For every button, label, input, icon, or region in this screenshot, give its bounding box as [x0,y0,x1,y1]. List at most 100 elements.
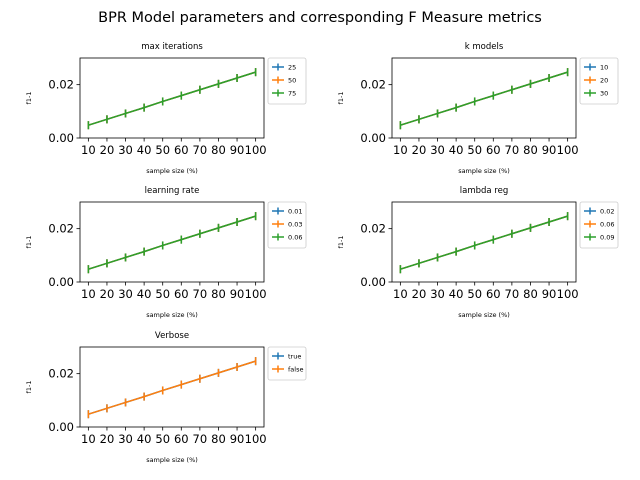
x-axis-label: sample size (%) [458,311,510,319]
plot-frame [391,201,577,283]
legend-label: 50 [288,77,296,85]
x-tick-label: 10 [81,432,96,446]
x-tick-label: 30 [118,143,133,157]
x-tick-label: 40 [137,143,152,157]
x-axis-label: sample size (%) [146,167,198,175]
x-tick-label: 90 [230,432,245,446]
x-axis-label: sample size (%) [146,311,198,319]
legend: true false [267,346,307,381]
legend: 0.02 0.06 0.09 [579,201,619,249]
series-line [88,360,256,415]
x-tick-label: 60 [174,287,189,301]
x-tick-label: 70 [193,432,208,446]
y-tick-label: 0.00 [48,275,74,289]
x-tick-label: 10 [81,287,96,301]
x-tick-label: 80 [211,143,226,157]
x-tick-label: 100 [245,432,267,446]
series-line [88,215,256,270]
subplot-4: lambda reg 10 20 30 40 50 60 70 80 90 100 0.00 0.02 s… [337,186,619,319]
plot-frame [79,201,265,283]
x-tick-label: 60 [486,143,501,157]
x-tick-label: 50 [467,287,482,301]
x-tick-label: 70 [193,143,208,157]
legend-label: 0.02 [600,208,614,216]
x-tick-label: 80 [211,432,226,446]
x-tick-label: 50 [467,143,482,157]
x-tick-label: 20 [100,143,115,157]
legend-label: false [288,366,303,374]
y-tick-label: 0.00 [48,131,74,145]
y-tick-label: 0.00 [360,275,386,289]
legend-label: 75 [288,90,296,98]
x-tick-label: 10 [393,143,408,157]
legend-label: 25 [288,64,296,72]
x-tick-label: 90 [230,287,245,301]
x-tick-label: 40 [137,287,152,301]
legend-label: 0.06 [600,221,614,229]
y-tick-label: 0.02 [48,78,74,92]
subplot-title: lambda reg [460,186,509,196]
x-tick-label: 60 [174,143,189,157]
subplot-title: k models [465,42,504,52]
x-tick-label: 50 [155,432,170,446]
x-tick-label: 20 [100,287,115,301]
y-tick-label: 0.00 [360,131,386,145]
y-axis-label: f1-1 [25,236,33,249]
x-tick-label: 80 [523,143,538,157]
x-tick-label: 90 [542,143,557,157]
plot-frame [79,57,265,139]
x-tick-label: 60 [486,287,501,301]
legend-label: 20 [600,77,608,85]
series-line [88,71,256,126]
figure-title: BPR Model parameters and corresponding F… [98,10,542,26]
x-tick-label: 50 [155,287,170,301]
x-axis-label: sample size (%) [458,167,510,175]
plot-frame [79,346,265,428]
x-tick-label: 100 [245,143,267,157]
y-axis-label: f1-1 [337,236,345,249]
x-tick-label: 100 [557,287,579,301]
legend-label: 0.01 [288,208,302,216]
y-axis-label: f1-1 [25,381,33,394]
x-tick-label: 90 [542,287,557,301]
y-tick-label: 0.00 [48,420,74,434]
legend-label: true [288,353,301,361]
legend-label: 0.03 [288,221,302,229]
series-line [400,215,568,270]
subplot-title: learning rate [145,186,200,196]
x-tick-label: 10 [81,143,96,157]
x-tick-label: 40 [137,432,152,446]
y-tick-label: 0.02 [48,367,74,381]
legend-box [267,57,307,105]
x-tick-label: 80 [523,287,538,301]
y-axis-label: f1-1 [25,92,33,105]
x-tick-label: 50 [155,143,170,157]
legend-label: 10 [600,64,608,72]
subplot-title: Verbose [155,331,189,341]
y-tick-label: 0.02 [360,78,386,92]
x-tick-label: 20 [412,143,427,157]
subplot-3: learning rate 10 20 30 40 50 60 70 80 90 100 0.00 0.… [25,186,307,319]
legend: 10 20 30 [579,57,619,105]
x-tick-label: 70 [505,287,520,301]
legend: 0.01 0.03 0.06 [267,201,307,249]
x-tick-label: 30 [118,432,133,446]
x-tick-label: 100 [557,143,579,157]
legend-box [579,57,619,105]
x-tick-label: 100 [245,287,267,301]
series-line [400,71,568,126]
subplot-title: max iterations [141,42,203,52]
x-tick-label: 30 [430,287,445,301]
y-tick-label: 0.02 [360,222,386,236]
x-tick-label: 40 [449,143,464,157]
x-tick-label: 70 [193,287,208,301]
x-tick-label: 30 [430,143,445,157]
x-tick-label: 90 [230,143,245,157]
y-axis-label: f1-1 [337,92,345,105]
x-tick-label: 20 [412,287,427,301]
legend-label: 0.06 [288,234,302,242]
y-tick-label: 0.02 [48,222,74,236]
